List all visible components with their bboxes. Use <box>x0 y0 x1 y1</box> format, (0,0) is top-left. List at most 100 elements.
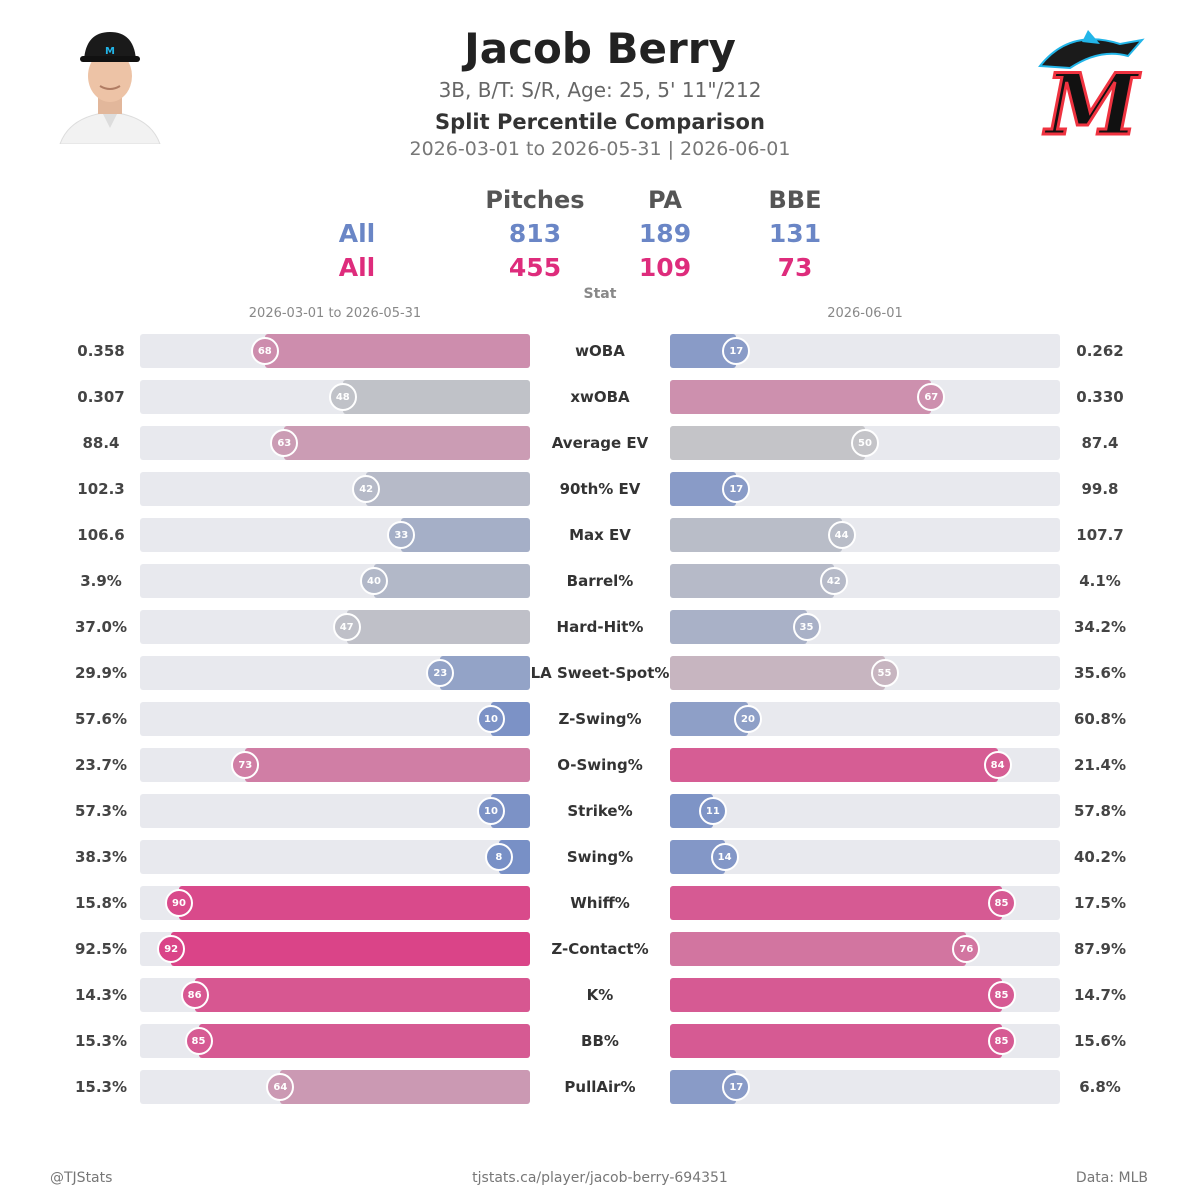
left-percentile-o-swing: 73 <box>231 751 260 779</box>
right-track-la-sweet-spot: 55 <box>670 656 1060 690</box>
right-value-swing: 40.2% <box>1073 848 1127 866</box>
right-percentile-bb: 85 <box>987 1027 1016 1055</box>
right-percentile-xwoba: 67 <box>917 383 946 411</box>
right-percentile-barrel: 42 <box>819 567 848 595</box>
stat-label-z-contact: Z-Contact% <box>551 940 649 958</box>
stat-label-swing: Swing% <box>566 848 634 866</box>
left-track-barrel: 40 <box>140 564 530 598</box>
left-value-z-swing: 57.6% <box>74 710 128 728</box>
stat-label-pullair: PullAir% <box>564 1078 636 1096</box>
footer-handle: @TJStats <box>50 1170 113 1186</box>
left-value-hard-hit: 37.0% <box>74 618 128 636</box>
right-track-woba: 17 <box>670 334 1060 368</box>
left-value-90th-ev: 102.3 <box>77 480 125 498</box>
left-value-max-ev: 106.6 <box>77 526 125 544</box>
stat-label-bb: BB% <box>581 1032 619 1050</box>
left-value-average-ev: 88.4 <box>82 434 120 452</box>
stat-label-hard-hit: Hard-Hit% <box>556 618 644 636</box>
right-value-la-sweet-spot: 35.6% <box>1073 664 1127 682</box>
right-track-90th-ev: 17 <box>670 472 1060 506</box>
right-bar-average-ev <box>670 426 865 460</box>
left-value-z-contact: 92.5% <box>74 940 128 958</box>
right-percentile-la-sweet-spot: 55 <box>870 659 899 687</box>
left-bar-average-ev <box>284 426 530 460</box>
left-track-bb: 85 <box>140 1024 530 1058</box>
left-percentile-barrel: 40 <box>360 567 388 595</box>
stat-label-k: K% <box>586 986 614 1004</box>
left-track-k: 86 <box>140 978 530 1012</box>
left-track-average-ev: 63 <box>140 426 530 460</box>
right-bar-la-sweet-spot <box>670 656 885 690</box>
left-value-bb: 15.3% <box>74 1032 128 1050</box>
right-percentile-swing: 14 <box>710 843 739 871</box>
right-track-swing: 14 <box>670 840 1060 874</box>
right-track-pullair: 17 <box>670 1070 1060 1104</box>
left-bar-whiff <box>179 886 530 920</box>
stat-label-woba: wOBA <box>575 342 625 360</box>
pa-count-1: 189 <box>638 219 692 248</box>
left-bar-bb <box>198 1024 530 1058</box>
left-value-xwoba: 0.307 <box>77 388 125 406</box>
left-percentile-xwoba: 48 <box>328 383 357 411</box>
left-percentile-pullair: 64 <box>266 1073 295 1101</box>
stat-column-header: Stat <box>583 286 617 302</box>
pitches-count-1: 813 <box>508 219 562 248</box>
stat-label-la-sweet-spot: LA Sweet-Spot% <box>530 664 670 682</box>
right-value-hard-hit: 34.2% <box>1073 618 1127 636</box>
left-bar-la-sweet-spot <box>440 656 530 690</box>
right-track-xwoba: 67 <box>670 380 1060 414</box>
right-percentile-average-ev: 50 <box>851 429 879 457</box>
right-value-whiff: 17.5% <box>1073 894 1127 912</box>
right-percentile-pullair: 17 <box>722 1073 751 1101</box>
date-range: 2026-03-01 to 2026-05-31 | 2026-06-01 <box>409 138 791 160</box>
right-percentile-90th-ev: 17 <box>722 475 751 503</box>
right-track-max-ev: 44 <box>670 518 1060 552</box>
right-value-strike: 57.8% <box>1073 802 1127 820</box>
right-value-xwoba: 0.330 <box>1076 388 1124 406</box>
left-track-la-sweet-spot: 23 <box>140 656 530 690</box>
right-percentile-z-contact: 76 <box>952 935 981 963</box>
right-bar-whiff <box>670 886 1002 920</box>
left-percentile-max-ev: 33 <box>387 521 416 549</box>
right-percentile-whiff: 85 <box>987 889 1016 917</box>
left-percentile-k: 86 <box>180 981 209 1009</box>
left-bar-xwoba <box>342 380 530 414</box>
left-value-strike: 57.3% <box>74 802 128 820</box>
stat-label-90th-ev: 90th% EV <box>559 480 641 498</box>
left-track-max-ev: 33 <box>140 518 530 552</box>
left-percentile-la-sweet-spot: 23 <box>426 659 455 687</box>
svg-text:M: M <box>1043 55 1142 142</box>
right-value-90th-ev: 99.8 <box>1081 480 1119 498</box>
marlins-logo-icon: M <box>1038 30 1145 142</box>
player-headshot-icon: M <box>50 24 170 144</box>
right-percentile-strike: 11 <box>698 797 727 825</box>
left-percentile-z-swing: 10 <box>477 705 505 733</box>
player-info: 3B, B/T: S/R, Age: 25, 5' 11"/212 <box>438 78 762 102</box>
left-track-z-swing: 10 <box>140 702 530 736</box>
left-percentile-z-contact: 92 <box>157 935 186 963</box>
left-percentile-90th-ev: 42 <box>352 475 381 503</box>
footer-source: Data: MLB <box>1075 1170 1148 1186</box>
pitches-count-2: 455 <box>508 253 562 282</box>
left-percentile-whiff: 90 <box>165 889 193 917</box>
left-value-woba: 0.358 <box>77 342 125 360</box>
chart-subtitle: Split Percentile Comparison <box>435 110 765 134</box>
right-bar-k <box>670 978 1002 1012</box>
left-track-pullair: 64 <box>140 1070 530 1104</box>
stat-label-whiff: Whiff% <box>570 894 630 912</box>
split-label-1: All <box>338 219 376 248</box>
stat-label-o-swing: O-Swing% <box>557 756 643 774</box>
left-bar-k <box>194 978 530 1012</box>
left-value-k: 14.3% <box>74 986 128 1004</box>
left-track-90th-ev: 42 <box>140 472 530 506</box>
right-bar-xwoba <box>670 380 932 414</box>
right-track-z-contact: 76 <box>670 932 1060 966</box>
left-value-o-swing: 23.7% <box>74 756 128 774</box>
left-percentile-swing: 8 <box>484 843 513 871</box>
left-value-la-sweet-spot: 29.9% <box>74 664 128 682</box>
right-track-barrel: 42 <box>670 564 1060 598</box>
split-label-2: All <box>338 253 376 282</box>
right-value-z-swing: 60.8% <box>1073 710 1127 728</box>
left-percentile-woba: 68 <box>250 337 279 365</box>
left-value-whiff: 15.8% <box>74 894 128 912</box>
